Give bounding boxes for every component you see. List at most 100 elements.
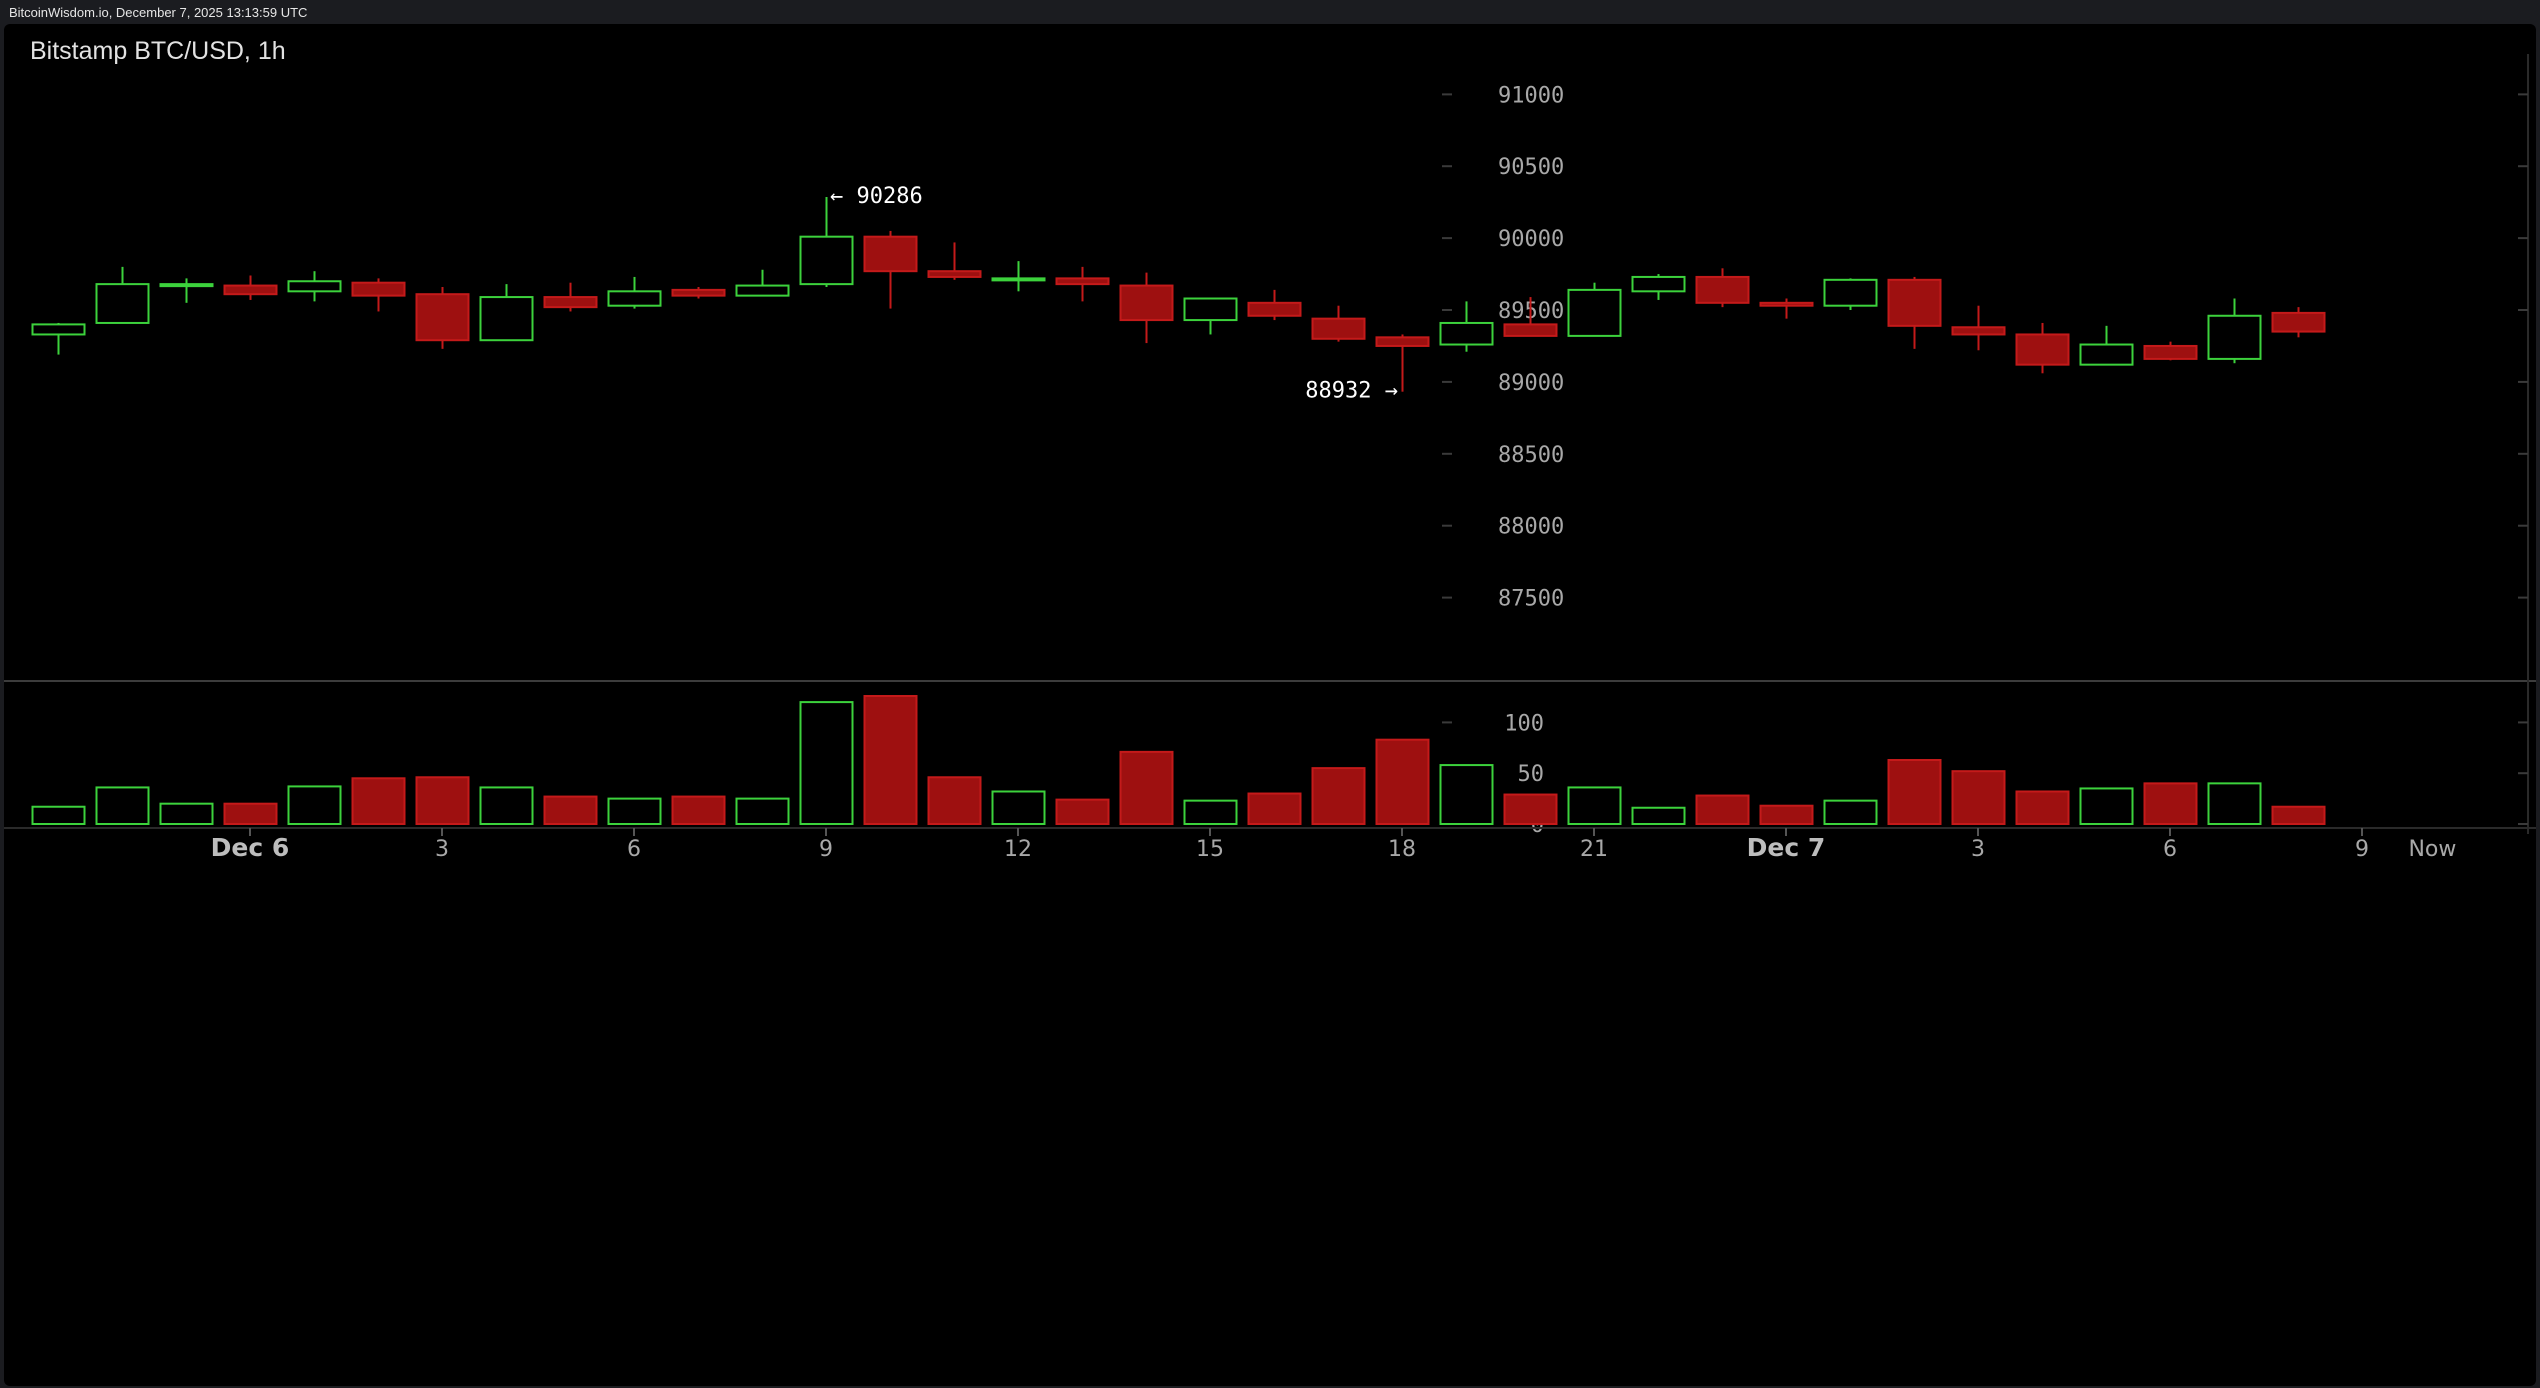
volume-bar-up bbox=[2207, 782, 2262, 825]
volume-bar-up bbox=[1439, 764, 1494, 825]
low-annotation: 88932 → bbox=[1305, 379, 1398, 404]
top-bar: BitcoinWisdom.io, December 7, 2025 13:13… bbox=[0, 0, 2540, 24]
volume-bar-down bbox=[2143, 782, 2198, 825]
volume-bar-up bbox=[1823, 799, 1878, 826]
candle-body-down bbox=[351, 281, 406, 297]
candle-body-down bbox=[1759, 301, 1814, 307]
annotations: ← 90286 88932 → bbox=[830, 184, 1398, 404]
time-tick-label: Dec 6 bbox=[211, 833, 290, 862]
candle-body-up bbox=[1631, 275, 1686, 293]
candle-body-down bbox=[1375, 336, 1430, 347]
time-tick-label: Dec 7 bbox=[1747, 833, 1826, 862]
timestamp-header: BitcoinWisdom.io, December 7, 2025 13:13… bbox=[9, 5, 308, 20]
volume-tick-label: 100 bbox=[1504, 711, 1544, 736]
volume-bar-down bbox=[1119, 750, 1174, 825]
volume-bar-down bbox=[1247, 792, 1302, 825]
candle-body-down bbox=[1055, 277, 1110, 286]
candle-body-up bbox=[159, 283, 214, 288]
candle-body-up bbox=[2079, 343, 2134, 366]
candle-body-down bbox=[927, 270, 982, 278]
candle-body-down bbox=[223, 284, 278, 296]
volume-bar-up bbox=[479, 786, 534, 826]
volume-bar-up bbox=[95, 786, 150, 826]
candle-body-down bbox=[1887, 278, 1942, 327]
volume-bar-up bbox=[287, 785, 342, 826]
candle-body-down bbox=[1119, 284, 1174, 322]
volume-bar-down bbox=[1695, 794, 1750, 825]
candle-body-up bbox=[95, 283, 150, 324]
volume-bar-up bbox=[799, 701, 854, 825]
volume-bar-up bbox=[2079, 787, 2134, 826]
candle-body-up bbox=[735, 284, 790, 297]
candle-body-down bbox=[863, 235, 918, 273]
volume-tick-label: 50 bbox=[1518, 762, 1545, 787]
candle-body-down bbox=[2143, 344, 2198, 360]
time-tick-label: 18 bbox=[1388, 837, 1416, 862]
volume-bar-up bbox=[735, 797, 790, 825]
candle-body-up bbox=[799, 235, 854, 286]
volume-bar-down bbox=[863, 695, 918, 825]
volume-bar-down bbox=[543, 795, 598, 825]
high-annotation: ← 90286 bbox=[830, 184, 923, 209]
candle-body-down bbox=[1695, 275, 1750, 304]
volume-bars bbox=[31, 695, 2326, 826]
chart-panel: Bitstamp BTC/USD, 1h 9100090500900008950… bbox=[4, 24, 2536, 1386]
volume-bar-up bbox=[159, 802, 214, 826]
candle-body-down bbox=[2015, 333, 2070, 366]
volume-bar-down bbox=[1503, 793, 1558, 825]
candles bbox=[31, 196, 2326, 392]
candle-body-up bbox=[607, 290, 662, 307]
price-tick-label: 87500 bbox=[1498, 587, 1564, 612]
candle-body-up bbox=[31, 323, 86, 336]
volume-bar-up bbox=[31, 805, 86, 826]
candlestick-chart: 9100090500900008950089000885008800087500… bbox=[4, 54, 2536, 862]
volume-bar-down bbox=[351, 777, 406, 825]
time-tick-label: 6 bbox=[2163, 837, 2177, 862]
candle-body-up bbox=[1567, 288, 1622, 337]
volume-bar-down bbox=[1887, 759, 1942, 825]
chart-title: Bitstamp BTC/USD, 1h bbox=[30, 37, 286, 65]
candle-body-up bbox=[991, 277, 1046, 282]
volume-bar-down bbox=[1375, 738, 1430, 826]
candle-body-up bbox=[1183, 297, 1238, 322]
candle-body-down bbox=[1951, 326, 2006, 336]
time-tick-label: Now bbox=[2408, 837, 2456, 862]
candle-body-up bbox=[1823, 278, 1878, 307]
volume-bar-down bbox=[1951, 770, 2006, 826]
time-tick-label: 6 bbox=[627, 837, 641, 862]
volume-bar-up bbox=[1183, 799, 1238, 826]
price-tick-label: 88000 bbox=[1498, 515, 1564, 540]
candle-body-down bbox=[671, 288, 726, 297]
candle-body-up bbox=[1439, 321, 1494, 346]
candle-body-down bbox=[415, 293, 470, 342]
volume-bar-down bbox=[1311, 767, 1366, 826]
candle-body-up bbox=[2207, 314, 2262, 360]
volume-bar-up bbox=[1631, 806, 1686, 825]
candle-body-down bbox=[1247, 301, 1302, 317]
volume-bar-up bbox=[1567, 786, 1622, 826]
volume-bar-down bbox=[2015, 790, 2070, 826]
volume-bar-down bbox=[1759, 804, 1814, 826]
time-tick-label: 3 bbox=[435, 837, 449, 862]
time-tick-label: 15 bbox=[1196, 837, 1224, 862]
volume-bar-down bbox=[671, 795, 726, 825]
time-axis: Dec 6 3 6 9 12 15 18 21 Dec 7 3 6 9 Now bbox=[4, 827, 2536, 862]
volume-bar-up bbox=[991, 790, 1046, 826]
time-tick-label: 3 bbox=[1971, 837, 1985, 862]
price-tick-label: 90000 bbox=[1498, 227, 1564, 252]
time-tick-label: 12 bbox=[1004, 837, 1032, 862]
price-tick-label: 90500 bbox=[1498, 155, 1564, 180]
time-tick-label: 9 bbox=[2355, 837, 2369, 862]
panel-separator bbox=[4, 54, 2536, 834]
price-tick-label: 89000 bbox=[1498, 371, 1564, 396]
volume-bar-down bbox=[223, 802, 278, 826]
time-tick-label: 9 bbox=[819, 837, 833, 862]
price-axis: 9100090500900008950089000885008800087500 bbox=[1442, 83, 2528, 612]
price-tick-label: 88500 bbox=[1498, 443, 1564, 468]
candle-body-down bbox=[1503, 323, 1558, 337]
candle-body-up bbox=[479, 296, 534, 342]
candle-body-down bbox=[1311, 317, 1366, 340]
candle-body-up bbox=[287, 280, 342, 293]
volume-bar-down bbox=[2271, 805, 2326, 826]
candle-body-down bbox=[2271, 311, 2326, 333]
